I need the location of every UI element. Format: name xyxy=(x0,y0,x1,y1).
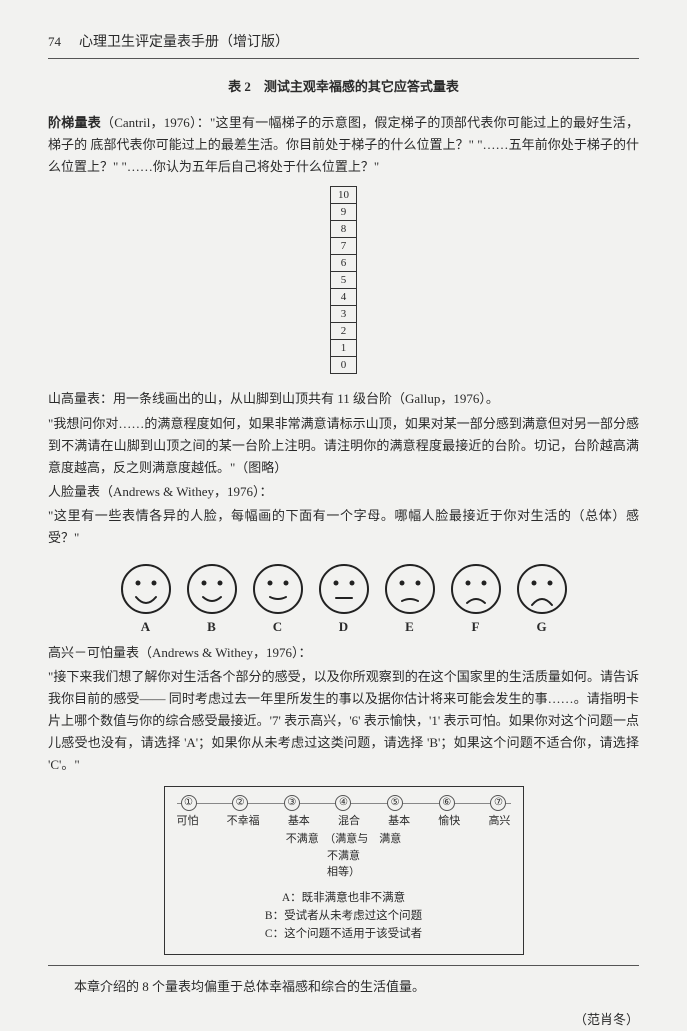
scale-number: ① xyxy=(181,795,197,811)
scale-sub3: 相等） xyxy=(177,864,511,881)
face-icon xyxy=(450,563,502,615)
ladder-citation: （Cantril，1976）： xyxy=(101,115,210,130)
face-icon xyxy=(252,563,304,615)
scale-word: 可怕 xyxy=(177,813,199,831)
mountain-line2: "我想问你对……的满意程度如何，如果非常满意请标示山顶，如果对某一部分感到满意但… xyxy=(48,413,639,479)
option-a: A：既非满意也非不满意 xyxy=(177,889,511,907)
scale-sub1: 不满意 （满意与 满意 xyxy=(177,831,511,848)
face-A: A xyxy=(120,563,172,638)
option-b: B：受试者从未考虑过这个问题 xyxy=(177,907,511,925)
scale-sub2: 不满意 xyxy=(177,848,511,865)
scale-word: 愉快 xyxy=(438,813,460,831)
scale-word: 混合 xyxy=(338,813,360,831)
scale-number: ⑥ xyxy=(439,795,455,811)
face-letter: E xyxy=(405,617,414,638)
ladder-rung: 6 xyxy=(331,255,357,272)
ladder-diagram: 109876543210 xyxy=(330,186,357,374)
ladder-rung: 9 xyxy=(331,204,357,221)
ladder-rung: 4 xyxy=(331,289,357,306)
face-letter: F xyxy=(472,617,480,638)
ladder-rung: 0 xyxy=(331,357,357,374)
face-icon xyxy=(186,563,238,615)
summary-line: 本章介绍的 8 个量表均偏重于总体幸福感和综合的生活值量。 xyxy=(48,965,639,998)
face-icon xyxy=(120,563,172,615)
ladder-rung: 7 xyxy=(331,238,357,255)
ladder-rung: 1 xyxy=(331,340,357,357)
face-B: B xyxy=(186,563,238,638)
scale-number: ⑤ xyxy=(387,795,403,811)
scale-word: 基本 xyxy=(288,813,310,831)
scale-words-row: 可怕 不幸福 基本 混合 基本 愉快 高兴 xyxy=(177,813,511,831)
terrible-scale-box: ①②③④⑤⑥⑦ 可怕不幸福基本混合基本愉快高兴 不满意 （满意与 满意 不满意 … xyxy=(164,786,524,954)
face-icon xyxy=(516,563,568,615)
ladder-rung: 2 xyxy=(331,323,357,340)
option-c: C：这个问题不适用于该受试者 xyxy=(177,925,511,943)
scale-number: ② xyxy=(232,795,248,811)
face-D: D xyxy=(318,563,370,638)
faces-label: 人脸量表（Andrews & Withey，1976）： xyxy=(48,481,639,503)
ladder-rung: 10 xyxy=(331,187,357,204)
scale-word: 不幸福 xyxy=(227,813,260,831)
face-letter: D xyxy=(339,617,348,638)
ladder-rung: 3 xyxy=(331,306,357,323)
author-name: （范肖冬） xyxy=(48,1010,639,1031)
page-header: 74 心理卫生评定量表手册（增订版） xyxy=(48,32,639,59)
face-icon xyxy=(384,563,436,615)
scale-word: 高兴 xyxy=(488,813,510,831)
table-caption: 表 2 测试主观幸福感的其它应答式量表 xyxy=(48,77,639,98)
terrible-label: 高兴－可怕量表（Andrews & Withey，1976）： xyxy=(48,642,639,664)
face-F: F xyxy=(450,563,502,638)
face-C: C xyxy=(252,563,304,638)
face-letter: A xyxy=(141,617,150,638)
faces-prompt: "这里有一些表情各异的人脸，每幅画的下面有一个字母。哪幅人脸最接近于你对生活的（… xyxy=(48,505,639,549)
face-icon xyxy=(318,563,370,615)
scale-word: 基本 xyxy=(388,813,410,831)
book-title: 心理卫生评定量表手册（增订版） xyxy=(79,32,289,54)
ladder-label: 阶梯量表 xyxy=(48,115,101,130)
terrible-text: "接下来我们想了解你对生活各个部分的感受，以及你所观察到的在这个国家里的生活质量… xyxy=(48,666,639,776)
faces-row: A B C D E F G xyxy=(48,563,639,638)
scale-number: ③ xyxy=(284,795,300,811)
scale-numbers-row: ① ② ③ ④ ⑤ ⑥ ⑦ xyxy=(177,795,511,811)
summary-text: 本章介绍的 8 个量表均偏重于总体幸福感和综合的生活值量。 xyxy=(74,979,425,994)
face-letter: B xyxy=(207,617,216,638)
scale-number: ④ xyxy=(335,795,351,811)
ladder-rung: 8 xyxy=(331,221,357,238)
scale-number: ⑦ xyxy=(490,795,506,811)
page-number: 74 xyxy=(48,32,61,53)
mountain-line1: 山高量表：用一条线画出的山，从山脚到山顶共有 11 级台阶（Gallup，197… xyxy=(48,388,639,410)
face-letter: G xyxy=(536,617,546,638)
scale-options: A：既非满意也非不满意 B：受试者从未考虑过这个问题 C：这个问题不适用于该受试… xyxy=(177,889,511,944)
ladder-paragraph: 阶梯量表（Cantril，1976）："这里有一幅梯子的示意图，假定梯子的顶部代… xyxy=(48,112,639,178)
face-E: E xyxy=(384,563,436,638)
face-letter: C xyxy=(273,617,282,638)
ladder-rung: 5 xyxy=(331,272,357,289)
face-G: G xyxy=(516,563,568,638)
